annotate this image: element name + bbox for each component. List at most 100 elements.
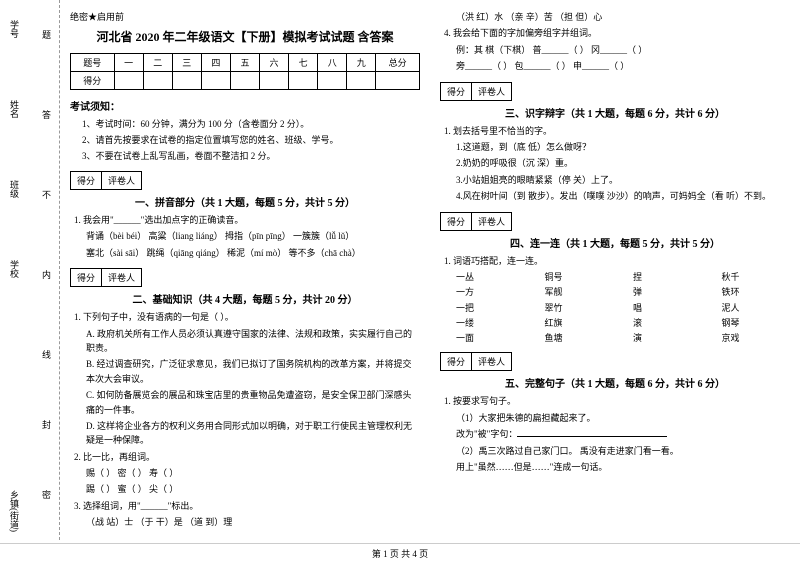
th: 一: [114, 54, 143, 72]
th: 九: [347, 54, 376, 72]
q-text: 2. 比一比，再组词。: [70, 450, 420, 464]
binding-char: 答: [40, 110, 53, 119]
binding-char: 题: [40, 30, 53, 39]
score-label: 得分: [441, 353, 472, 370]
match-item: 鱼塘: [545, 331, 614, 346]
match-item: 一把: [456, 301, 525, 316]
section-5-title: 五、完整句子（共 1 大题，每题 6 分，共计 6 分）: [440, 375, 790, 390]
match-item: 唱: [633, 301, 702, 316]
score-label: 得分: [441, 213, 472, 230]
match-item: 一缕: [456, 316, 525, 331]
q-text: （战 站）士 （于 干）是 （道 到）理: [70, 515, 420, 529]
score-label: 得分: [71, 269, 102, 286]
match-item: 弹: [633, 285, 702, 300]
q-text: 赐（ ） 密（ ） 寿（ ）: [70, 466, 420, 480]
q-text: 1. 词语巧搭配，连一连。: [440, 254, 790, 268]
match-item: 铁环: [722, 285, 791, 300]
match-item: 一方: [456, 285, 525, 300]
th: 三: [172, 54, 201, 72]
page-footer: 第 1 页 共 4 页: [0, 543, 800, 560]
score-table: 题号 一 二 三 四 五 六 七 八 九 总分 得分: [70, 53, 420, 90]
q-text: 4.风在树叶间（到 散步）。发出（噗噗 沙沙）的响声，可妈妈全（看 听）不到。: [440, 189, 790, 203]
binding-char: 线: [40, 350, 53, 359]
th: 题号: [71, 54, 115, 72]
td: 得分: [71, 72, 115, 90]
exam-title: 河北省 2020 年二年级语文【下册】模拟考试试题 含答案: [70, 28, 420, 45]
match-item: 滚: [633, 316, 702, 331]
match-item: 军舰: [545, 285, 614, 300]
q-text: （洪 红）水 （亲 辛）苦 （担 但）心: [440, 10, 790, 24]
match-item: 一面: [456, 331, 525, 346]
th: 八: [318, 54, 347, 72]
q-text: 1. 按要求写句子。: [440, 394, 790, 408]
notice-item: 2、请首先按要求在试卷的指定位置填写您的姓名、班级、学号。: [70, 133, 420, 146]
header-note: 绝密★启用前: [70, 10, 420, 23]
th: 二: [143, 54, 172, 72]
notice-item: 1、考试时间：60 分钟，满分为 100 分（含卷面分 2 分）。: [70, 117, 420, 130]
match-item: 捏: [633, 270, 702, 285]
notice-title: 考试须知：: [70, 98, 420, 113]
q-text: 4. 我会给下面的字加偏旁组字并组词。: [440, 26, 790, 40]
q-text: 改为"被"字句：: [440, 427, 790, 441]
match-table: 一丛 一方 一把 一缕 一面 铜号 军舰 翠竹 红旗 鱼塘 捏 弹 唱 滚 演: [440, 270, 790, 346]
q-text: 3. 选择组词，用"______"标出。: [70, 499, 420, 513]
q-text: 塞北（sài sāi） 跳绳（qiāng qiáng） 稀泥（mí mò） 等不…: [70, 246, 420, 260]
score-box: 得分 评卷人: [440, 352, 512, 371]
q-text: 1.这道题，到（底 低）怎么做呀？: [440, 140, 790, 154]
grader-label: 评卷人: [472, 353, 511, 370]
match-item: 京戏: [722, 331, 791, 346]
score-label: 得分: [71, 172, 102, 189]
binding-label: 乡镇(街道): [8, 490, 21, 532]
match-item: 秋千: [722, 270, 791, 285]
q-text: （1）大家把朱德的扁担藏起来了。: [440, 411, 790, 425]
score-box: 得分 评卷人: [70, 171, 142, 190]
section-4-title: 四、连一连（共 1 大题，每题 5 分，共计 5 分）: [440, 235, 790, 250]
grader-label: 评卷人: [102, 172, 141, 189]
q-text: 踢（ ） 蜜（ ） 尖（ ）: [70, 482, 420, 496]
binding-char: 封: [40, 420, 53, 429]
match-item: 红旗: [545, 316, 614, 331]
match-item: 演: [633, 331, 702, 346]
q-text: A. 政府机关所有工作人员必须认真遵守国家的法律、法规和政策，实实履行自己的职责…: [70, 327, 420, 356]
binding-label: 学校: [8, 260, 21, 278]
q-text: D. 这样将企业各方的权利义务用合同形式加以明确，对于职工行使民主管理权利无疑是…: [70, 419, 420, 448]
binding-char: 密: [40, 490, 53, 499]
grader-label: 评卷人: [472, 83, 511, 100]
section-3-title: 三、识字辩字（共 1 大题，每题 6 分，共计 6 分）: [440, 105, 790, 120]
match-item: 铜号: [545, 270, 614, 285]
match-item: 泥人: [722, 301, 791, 316]
score-box: 得分 评卷人: [70, 268, 142, 287]
section-2-title: 二、基础知识（共 4 大题，每题 5 分，共计 20 分）: [70, 291, 420, 306]
score-box: 得分 评卷人: [440, 82, 512, 101]
match-item: 一丛: [456, 270, 525, 285]
q-text: 例：其 棋（下棋） 普______（ ） 冈______（ ）: [440, 43, 790, 57]
th: 六: [260, 54, 289, 72]
notice-item: 3、不要在试卷上乱写乱画，卷面不整洁扣 2 分。: [70, 149, 420, 162]
th: 五: [230, 54, 259, 72]
q-text: 旁______（ ） 包______（ ） 申______（ ）: [440, 59, 790, 73]
th: 四: [201, 54, 230, 72]
binding-label: 班级: [8, 180, 21, 198]
th: 七: [289, 54, 318, 72]
q-text: 1. 下列句子中，没有语病的一句是（ ）。: [70, 310, 420, 324]
q-text: 2.奶奶的呼吸很（沉 深）重。: [440, 156, 790, 170]
q-text: 背诵（bèi béi） 高粱（liang liáng） 拇指（pīn pīng）…: [70, 229, 420, 243]
match-item: 翠竹: [545, 301, 614, 316]
q-text: 1. 我会用"______"选出加点字的正确读音。: [70, 213, 420, 227]
q-text: 用上"虽然……但是……"连成一句话。: [440, 460, 790, 474]
binding-char: 不: [40, 190, 53, 199]
th: 总分: [376, 54, 420, 72]
binding-label: 姓名: [8, 100, 21, 118]
q-text: 1. 划去括号里不恰当的字。: [440, 124, 790, 138]
binding-char: 内: [40, 270, 53, 279]
q-text: B. 经过调查研究，广泛征求意见，我们已拟订了国务院机构的改革方案，并将提交本次…: [70, 357, 420, 386]
score-box: 得分 评卷人: [440, 212, 512, 231]
match-item: 钢琴: [722, 316, 791, 331]
grader-label: 评卷人: [102, 269, 141, 286]
grader-label: 评卷人: [472, 213, 511, 230]
binding-label: 学号: [8, 20, 21, 38]
score-label: 得分: [441, 83, 472, 100]
section-1-title: 一、拼音部分（共 1 大题，每题 5 分，共计 5 分）: [70, 194, 420, 209]
q-text: 3.小站姐姐亮的眼睛紧紧（停 关）上了。: [440, 173, 790, 187]
q-text: C. 如何防备展览会的展品和珠宝店里的贵重物品免遭盗窃，是安全保卫部门深感头痛的…: [70, 388, 420, 417]
